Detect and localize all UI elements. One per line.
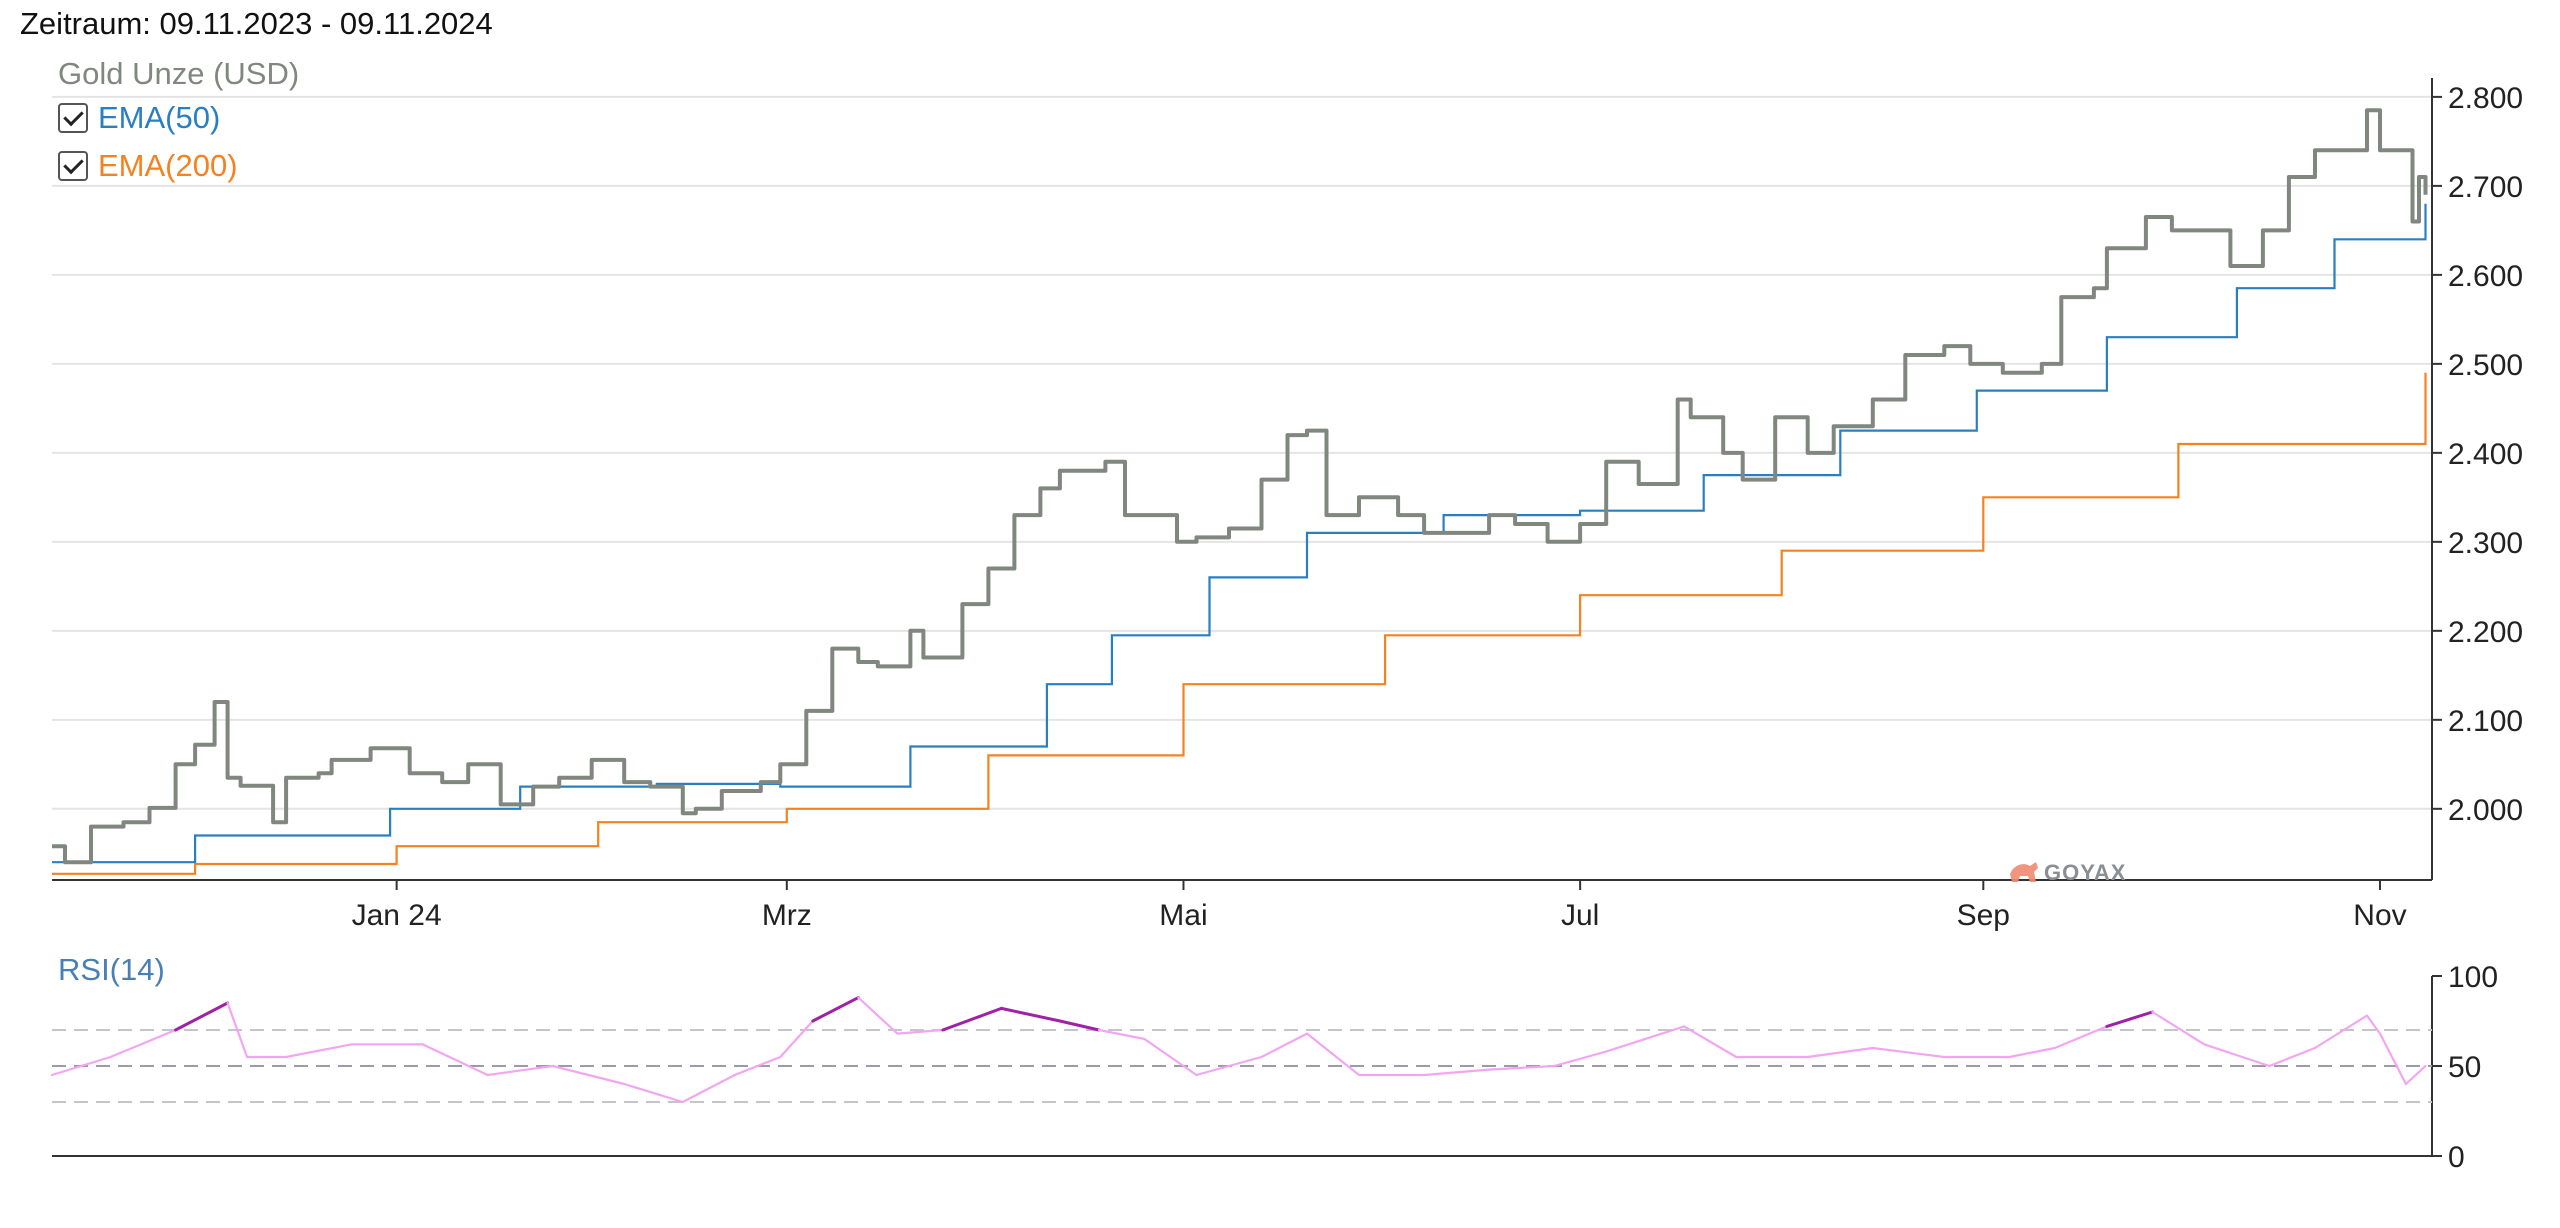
rsi-segment xyxy=(2053,1025,2108,1050)
y-tick-label: 2.700 xyxy=(2448,171,2523,204)
rsi-segment xyxy=(2404,1064,2427,1086)
rsi-segment xyxy=(1195,1055,1263,1077)
x-axis-ticks: Jan 24 Mrz Mai Jul Sep Nov xyxy=(352,880,2407,932)
legend-main-label: Gold Unze (USD) xyxy=(58,55,300,91)
rsi-segment xyxy=(811,996,860,1023)
rsi-segment xyxy=(1422,1068,1491,1077)
rsi-segment xyxy=(2151,1010,2206,1046)
rsi-segment xyxy=(2203,1043,2271,1068)
rsi-segment xyxy=(2268,1046,2317,1068)
rsi-segment xyxy=(857,996,899,1035)
rsi-tick-label: 0 xyxy=(2448,1141,2465,1174)
ema200-layer xyxy=(52,372,2427,875)
rsi-segment xyxy=(941,1006,1003,1032)
rsi-segment xyxy=(1806,1046,1874,1059)
rsi-reference-lines xyxy=(52,1029,2432,1103)
ema50-line xyxy=(52,203,2427,864)
y-tick-label: 2.000 xyxy=(2448,794,2523,827)
rsi-segment xyxy=(1871,1046,1946,1059)
rsi-segment xyxy=(623,1082,684,1104)
price-layer xyxy=(52,108,2428,865)
legend-rsi-label: RSI(14) xyxy=(58,951,165,987)
rsi-segment xyxy=(1605,1025,1686,1053)
rsi-segment xyxy=(226,1001,249,1059)
legend-ema200[interactable]: EMA(200) xyxy=(58,146,238,184)
y-tick-label: 2.300 xyxy=(2448,527,2523,560)
rsi-segment xyxy=(50,1055,112,1077)
price-line xyxy=(52,108,2428,865)
rsi-segment xyxy=(421,1043,489,1077)
rsi-segment xyxy=(681,1073,736,1104)
y-tick-label: 2.200 xyxy=(2448,616,2523,649)
rsi-tick-label: 50 xyxy=(2448,1051,2481,1084)
rsi-segment xyxy=(2313,1014,2369,1050)
x-tick-label: Sep xyxy=(1957,899,2010,932)
rsi-segment xyxy=(999,1006,1062,1023)
legend-rsi: RSI(14) xyxy=(58,950,165,988)
price-grid xyxy=(52,95,2432,810)
watermark: GOYAX xyxy=(2010,860,2126,885)
rsi-segment xyxy=(2008,1046,2056,1059)
ema200-checkbox[interactable] xyxy=(58,150,88,181)
x-tick-label: Nov xyxy=(2353,899,2406,932)
ema50-layer xyxy=(52,203,2427,864)
rsi-segment xyxy=(1058,1019,1101,1032)
ema50-checkbox[interactable] xyxy=(58,102,88,133)
axes xyxy=(52,78,2433,1157)
rsi-segment xyxy=(486,1064,554,1077)
rsi-y-axis-ticks: 0 50 100 xyxy=(2432,961,2498,1174)
rsi-segment xyxy=(1553,1050,1608,1068)
rsi-layer xyxy=(50,996,2427,1104)
x-tick-label: Jul xyxy=(1561,899,1599,932)
rsi-segment xyxy=(2365,1014,2382,1035)
rsi-segment xyxy=(1260,1032,1309,1059)
y-tick-label: 2.400 xyxy=(2448,438,2523,471)
y-tick-label: 2.600 xyxy=(2448,260,2523,293)
y-tick-label: 2.100 xyxy=(2448,705,2523,738)
rsi-segment xyxy=(733,1055,782,1077)
legend-main-series: Gold Unze (USD) xyxy=(58,54,299,92)
x-tick-label: Mai xyxy=(1159,899,1207,932)
rsi-segment xyxy=(174,1001,230,1032)
rsi-segment xyxy=(284,1043,353,1059)
rsi-segment xyxy=(896,1028,944,1035)
page-title: Zeitraum: 09.11.2023 - 09.11.2024 xyxy=(20,6,493,41)
rsi-segment xyxy=(1097,1028,1146,1041)
rsi-segment xyxy=(551,1064,626,1086)
legend-ema50[interactable]: EMA(50) xyxy=(58,98,220,136)
rsi-segment xyxy=(2378,1032,2408,1086)
y-tick-label: 2.800 xyxy=(2448,82,2523,115)
rsi-tick-label: 100 xyxy=(2448,961,2498,994)
bull-logo-icon xyxy=(2010,862,2038,882)
rsi-segment xyxy=(109,1028,177,1059)
rsi-segment xyxy=(2105,1010,2154,1028)
legend-ema50-label: EMA(50) xyxy=(98,99,221,135)
rsi-segment xyxy=(1683,1025,1738,1059)
legend-ema200-label: EMA(200) xyxy=(98,147,238,183)
rsi-segment xyxy=(1488,1064,1556,1071)
ema200-line xyxy=(52,372,2427,875)
y-tick-label: 2.500 xyxy=(2448,349,2523,382)
rsi-segment xyxy=(1305,1032,1361,1077)
rsi-segment xyxy=(1143,1037,1198,1077)
y-axis-ticks: 2.000 2.100 2.200 2.300 2.400 2.500 2.600 2.700… xyxy=(2432,82,2523,827)
watermark-text: GOYAX xyxy=(2044,860,2126,885)
rsi-segment xyxy=(779,1019,814,1059)
x-tick-label: Mrz xyxy=(762,899,812,932)
x-tick-label: Jan 24 xyxy=(352,899,442,932)
